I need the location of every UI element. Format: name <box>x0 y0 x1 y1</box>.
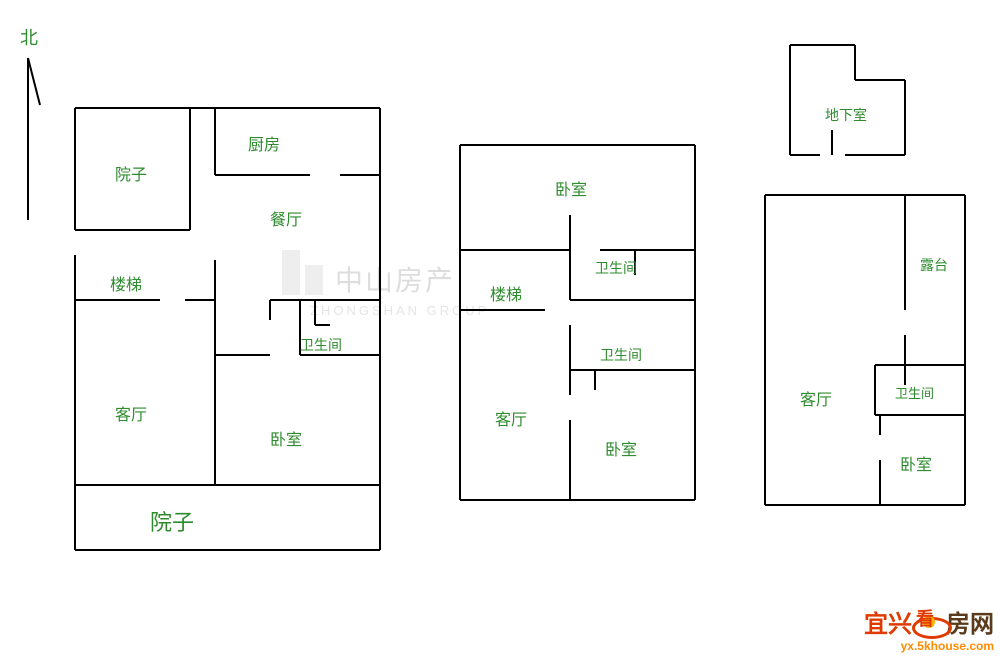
compass: 北 <box>20 28 40 220</box>
room-label: 院子 <box>115 166 147 184</box>
room-label: 地下室 <box>825 107 867 123</box>
logo-eye-icon: 看 <box>912 611 946 635</box>
watermark: 中山房产 ZHONGSHAN GROUP <box>282 250 489 318</box>
room-label: 卫生间 <box>600 347 642 363</box>
room-label: 楼梯 <box>490 286 522 304</box>
north-label: 北 <box>20 28 38 48</box>
room-label: 客厅 <box>115 406 147 424</box>
site-logo: 宜兴 看 房网 yx.5khouse.com <box>864 611 994 653</box>
room-label: 楼梯 <box>110 276 142 294</box>
labels-group: 院子厨房餐厅楼梯卫生间客厅卧室院子卧室卫生间楼梯卫生间客厅卧室地下室露台卫生间客… <box>110 107 948 535</box>
floorplan-canvas: 中山房产 ZHONGSHAN GROUP 北 院子厨房餐厅楼梯卫生间客厅卧室院子… <box>0 0 1000 659</box>
room-label: 露台 <box>920 257 948 273</box>
room-label: 卫生间 <box>895 386 934 401</box>
room-label: 餐厅 <box>270 211 302 229</box>
room-label: 卫生间 <box>595 260 637 276</box>
room-label: 卧室 <box>900 456 932 474</box>
room-label: 客厅 <box>800 391 832 409</box>
logo-right: 房网 <box>946 611 994 638</box>
room-label: 卧室 <box>605 441 637 459</box>
room-label: 卫生间 <box>300 337 342 353</box>
room-label: 客厅 <box>495 411 527 429</box>
watermark-text: 中山房产 <box>335 265 455 296</box>
room-label: 厨房 <box>248 136 280 154</box>
room-label: 卧室 <box>555 181 587 199</box>
logo-left: 宜兴 <box>864 611 912 638</box>
room-label: 卧室 <box>270 431 302 449</box>
logo-url: yx.5khouse.com <box>864 639 994 653</box>
room-label: 院子 <box>150 510 194 535</box>
